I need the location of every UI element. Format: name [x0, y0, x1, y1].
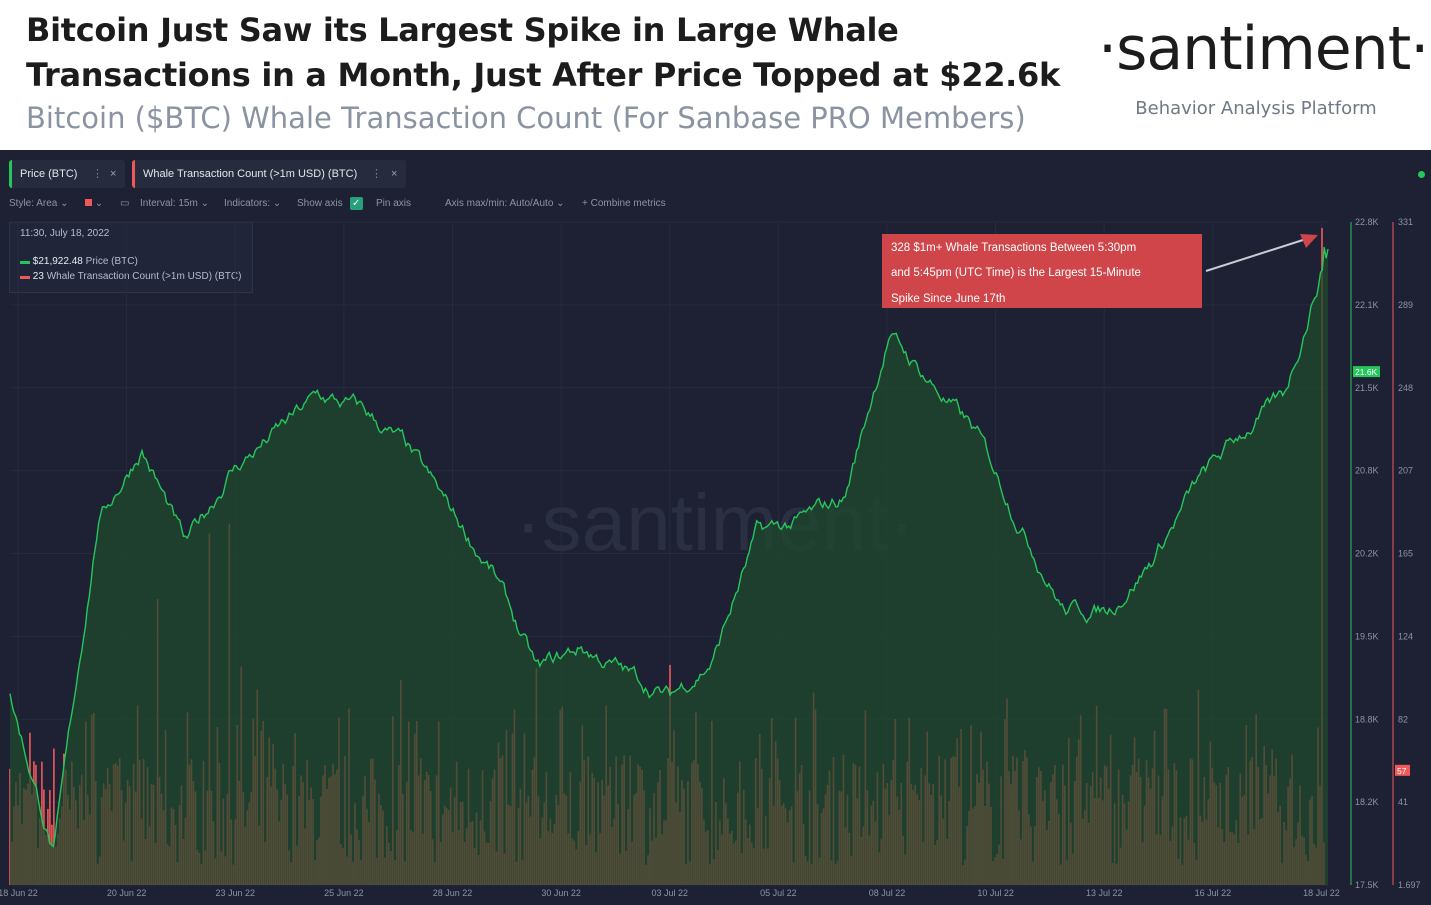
- tooltip-count-value: 23: [32, 271, 44, 282]
- price-tick-label: 18.8K: [1355, 714, 1379, 724]
- remove-metric-icon[interactable]: ×: [391, 168, 398, 180]
- axis-maxmin-label: Axis max/min: Auto/Auto: [445, 198, 554, 209]
- x-tick-label: 20 Jun 22: [107, 888, 147, 898]
- price-tick-label: 18.2K: [1355, 797, 1379, 807]
- color-picker[interactable]: ⌄: [85, 196, 103, 212]
- calendar-icon: ▭: [120, 198, 130, 209]
- whale-metric-label: Whale Transaction Count (>1m USD) (BTC): [143, 168, 358, 180]
- indicators-dropdown[interactable]: Indicators: ⌄: [224, 198, 282, 209]
- interval-dropdown[interactable]: Interval: 15m ⌄: [140, 198, 209, 209]
- price-tick-label: 22.8K: [1355, 217, 1379, 227]
- tooltip-price-row: ▬ $21,922.48 Price (BTC): [20, 256, 138, 267]
- count-tick-label: 1.697: [1398, 880, 1421, 890]
- annotation-line-3: Spike Since June 17th: [891, 293, 1005, 305]
- chart-subtitle: Bitcoin ($BTC) Whale Transaction Count (…: [26, 101, 1026, 135]
- header: Bitcoin Just Saw its Largest Spike in La…: [0, 0, 1431, 150]
- santiment-logo: ·santiment·: [1098, 14, 1429, 84]
- whale-metric-chip[interactable]: Whale Transaction Count (>1m USD) (BTC) …: [132, 160, 406, 188]
- x-tick-label: 10 Jul 22: [977, 888, 1014, 898]
- price-current-label: 21.6K: [1355, 367, 1378, 377]
- tooltip-date: 11:30, July 18, 2022: [20, 228, 110, 239]
- style-dropdown[interactable]: Style: Area ⌄: [9, 198, 69, 209]
- x-tick-label: 08 Jul 22: [869, 888, 906, 898]
- price-line: [9, 246, 1329, 848]
- price-current-badge: [1353, 366, 1380, 378]
- x-tick-label: 23 Jun 22: [215, 888, 255, 898]
- tooltip-price-label: Price (BTC): [85, 256, 138, 267]
- annotation-line-1: 328 $1m+ Whale Transactions Between 5:30…: [891, 242, 1136, 254]
- price-tick-label: 17.5K: [1355, 880, 1379, 890]
- combine-metrics-button[interactable]: + Combine metrics: [582, 198, 666, 209]
- color-swatch-icon: [85, 199, 92, 206]
- price-metric-label: Price (BTC): [20, 168, 78, 180]
- price-metric-chip[interactable]: Price (BTC) ⋮ ×: [9, 160, 125, 188]
- tooltip-price-value: $21,922.48: [32, 256, 83, 267]
- x-tick-label: 13 Jul 22: [1086, 888, 1123, 898]
- count-tick-label: 41: [1398, 797, 1408, 807]
- annotation-box: [882, 234, 1202, 308]
- price-tick-label: 22.1K: [1355, 300, 1379, 310]
- annotation-line-2: and 5:45pm (UTC Time) is the Largest 15-…: [891, 267, 1141, 279]
- live-status-icon: [1418, 171, 1425, 178]
- show-axis-checkbox[interactable]: [350, 196, 363, 212]
- more-options-icon[interactable]: ⋮: [371, 168, 382, 180]
- price-tick-label: 20.8K: [1355, 466, 1379, 476]
- annotation-arrowhead-icon: [1300, 234, 1318, 248]
- x-tick-label: 16 Jul 22: [1195, 888, 1232, 898]
- count-tick-label: 82: [1398, 714, 1408, 724]
- indicators-label: Indicators:: [224, 198, 271, 209]
- count-current-badge: [1395, 764, 1410, 776]
- count-tick-label: 124: [1398, 631, 1413, 641]
- price-tick-label: 21.5K: [1355, 383, 1379, 393]
- remove-metric-icon[interactable]: ×: [110, 168, 117, 180]
- interval-label: Interval: 15m: [140, 198, 198, 209]
- count-tick-label: 248: [1398, 383, 1413, 393]
- count-tick-label: 289: [1398, 300, 1413, 310]
- annotation: 328 $1m+ Whale Transactions Between 5:30…: [882, 234, 1318, 308]
- chart-plot[interactable]: ·santiment· 17.5K18.2K18.8K19.5K20.2K20.…: [0, 150, 1431, 905]
- pin-axis-toggle[interactable]: Pin axis: [376, 198, 412, 209]
- tooltip-count-row: ▬ 23 Whale Transaction Count (>1m USD) (…: [20, 271, 241, 282]
- count-tick-label: 331: [1398, 217, 1413, 227]
- x-tick-label: 03 Jul 22: [651, 888, 688, 898]
- annotation-arrow: [1205, 239, 1304, 272]
- x-tick-label: 25 Jun 22: [324, 888, 364, 898]
- x-tick-label: 18 Jul 22: [1303, 888, 1340, 898]
- count-current-label: 57: [1397, 766, 1407, 776]
- tooltip-count-label: Whale Transaction Count (>1m USD) (BTC): [46, 271, 242, 282]
- axis-maxmin-dropdown[interactable]: Axis max/min: Auto/Auto ⌄: [445, 198, 565, 209]
- chart-title: Bitcoin Just Saw its Largest Spike in La…: [26, 11, 1060, 94]
- more-options-icon[interactable]: ⋮: [92, 168, 103, 180]
- whale-legend-icon: ▬: [20, 271, 30, 282]
- combine-metrics-label: Combine metrics: [590, 198, 666, 209]
- style-label: Style: Area: [9, 198, 58, 209]
- x-tick-label: 05 Jul 22: [760, 888, 797, 898]
- x-tick-label: 30 Jun 22: [541, 888, 581, 898]
- count-tick-label: 165: [1398, 549, 1413, 559]
- chart-panel: Price (BTC) ⋮ × Whale Transaction Count …: [0, 150, 1431, 905]
- count-tick-label: 207: [1398, 466, 1413, 476]
- brand-tagline: Behavior Analysis Platform: [1135, 98, 1377, 119]
- show-axis-label: Show axis: [297, 198, 343, 209]
- price-tick-label: 19.5K: [1355, 631, 1379, 641]
- x-tick-label: 18 Jun 22: [0, 888, 38, 898]
- price-legend-icon: ▬: [20, 256, 30, 267]
- x-tick-label: 28 Jun 22: [433, 888, 473, 898]
- price-tick-label: 20.2K: [1355, 549, 1379, 559]
